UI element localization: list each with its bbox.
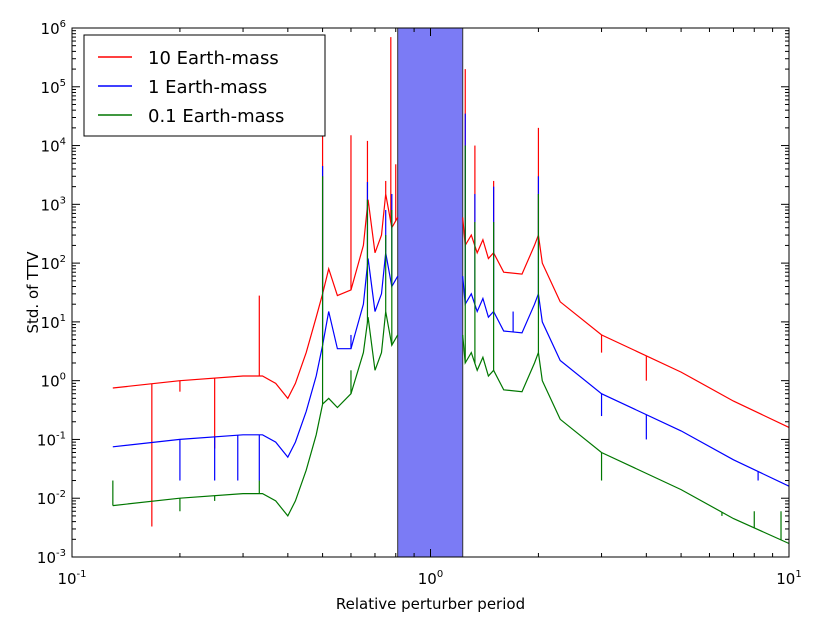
axis-ticks: 10-1 100 101 10-3 10-2 10-1 100 101 102 103 104 105… — [37, 19, 802, 588]
legend-entry-0: 10 Earth-mass — [148, 48, 279, 69]
series-line-0-0 — [112, 193, 399, 400]
series-2 — [112, 145, 790, 545]
y-tick-label-6: 103 — [41, 195, 66, 214]
y-axis-label: Std. of TTV — [24, 251, 42, 334]
y-tick-label-7: 104 — [41, 137, 66, 156]
legend: 10 Earth-mass 1 Earth-mass 0.1 Earth-mass — [83, 34, 326, 137]
shaded-region — [397, 27, 464, 558]
plot-area — [112, 27, 790, 558]
y-tick-label-1: 10-2 — [37, 489, 66, 508]
y-tick-label-4: 101 — [41, 313, 66, 332]
y-tick-label-9: 106 — [41, 19, 66, 38]
x-axis-label: Relative perturber period — [336, 595, 525, 613]
x-tick-label-2: 101 — [776, 569, 801, 588]
y-tick-label-8: 105 — [41, 78, 66, 97]
series-line-1-0 — [112, 252, 399, 459]
legend-entry-2: 0.1 Earth-mass — [148, 106, 284, 127]
series-line-2-1 — [462, 334, 790, 545]
y-tick-label-5: 102 — [41, 254, 66, 273]
x-tick-label-1: 100 — [418, 569, 443, 588]
series-line-2-0 — [112, 311, 399, 517]
x-tick-label-0: 10-1 — [57, 569, 86, 588]
y-tick-label-0: 10-3 — [37, 548, 66, 567]
legend-entry-1: 1 Earth-mass — [148, 77, 267, 98]
y-tick-label-3: 100 — [41, 372, 66, 391]
y-tick-label-2: 10-1 — [37, 430, 66, 449]
